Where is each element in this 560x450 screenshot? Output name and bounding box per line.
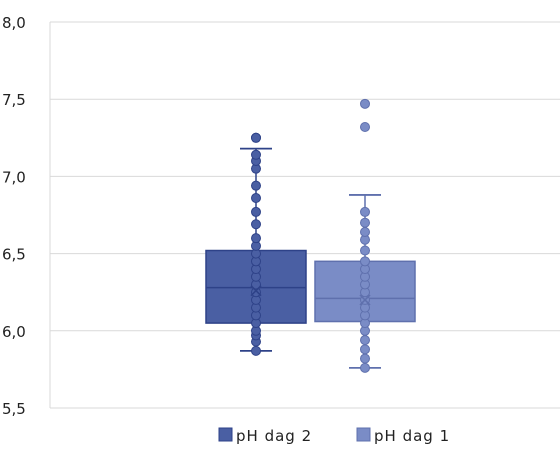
legend-swatch [218, 427, 233, 442]
y-tick-label: 6,5 [2, 246, 26, 264]
grid-layer [49, 21, 560, 409]
y-tick-labels: 8,0 7,5 7,0 6,5 6,0 5,5 [2, 14, 26, 418]
data-point [360, 217, 370, 228]
y-tick-label: 6,0 [2, 323, 26, 341]
data-point [251, 233, 261, 244]
y-tick-label: 5,5 [2, 400, 26, 418]
data-point [251, 180, 261, 191]
data-point [251, 149, 261, 160]
y-tick-label: 7,5 [2, 91, 26, 109]
box-layer [205, 98, 416, 373]
data-point [251, 206, 261, 217]
legend-label: pH dag 1 [374, 427, 450, 445]
data-point [360, 245, 370, 256]
outlier-point [251, 132, 261, 143]
data-point [360, 353, 370, 364]
mean-marker [250, 285, 262, 297]
box-series-1 [205, 132, 307, 356]
data-point [360, 362, 370, 373]
y-tick-label: 8,0 [2, 14, 26, 32]
data-point [360, 344, 370, 355]
box-series-2 [314, 98, 416, 373]
data-point [360, 256, 370, 267]
data-point [251, 345, 261, 356]
data-point [360, 226, 370, 237]
legend-swatch [356, 427, 371, 442]
legend-label: pH dag 2 [236, 427, 312, 445]
legend: pH dag 2 pH dag 1 [218, 427, 450, 445]
y-tick-label: 7,0 [2, 168, 26, 186]
data-point [360, 335, 370, 346]
data-point [251, 193, 261, 204]
mean-marker [359, 294, 371, 306]
outlier-point [360, 98, 370, 109]
data-point [360, 206, 370, 217]
data-point [251, 219, 261, 230]
outlier-point [360, 121, 370, 132]
